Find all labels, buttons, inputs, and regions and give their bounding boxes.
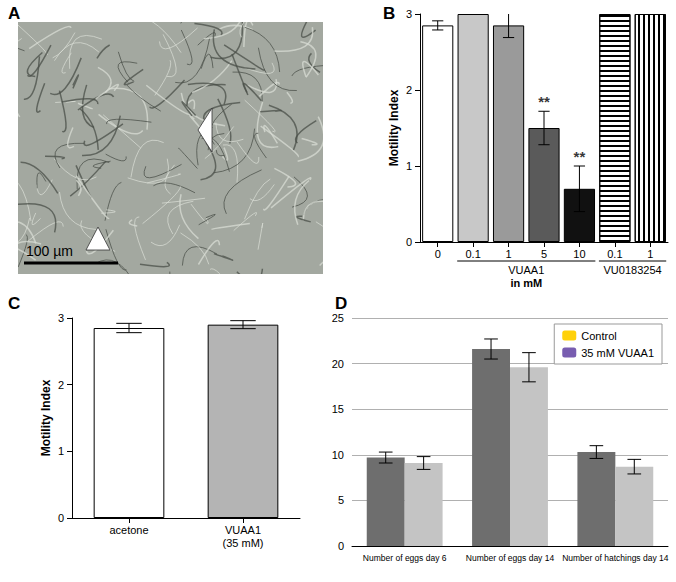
svg-text:C: C <box>8 294 20 313</box>
svg-text:0: 0 <box>406 236 412 248</box>
svg-text:1: 1 <box>58 445 64 457</box>
svg-text:D: D <box>335 294 347 313</box>
svg-text:25: 25 <box>332 312 344 324</box>
svg-text:10: 10 <box>573 248 585 260</box>
svg-text:0: 0 <box>338 540 344 552</box>
svg-text:**: ** <box>574 148 586 165</box>
svg-text:VUAA1: VUAA1 <box>225 524 261 536</box>
svg-text:(35 mM): (35 mM) <box>223 537 264 549</box>
svg-text:Motility Index: Motility Index <box>39 379 53 456</box>
svg-text:35 mM VUAA1: 35 mM VUAA1 <box>581 347 654 359</box>
svg-text:Control: Control <box>581 330 616 342</box>
svg-text:0.1: 0.1 <box>465 248 480 260</box>
svg-text:5: 5 <box>338 494 344 506</box>
svg-text:1: 1 <box>647 248 653 260</box>
svg-text:1: 1 <box>506 248 512 260</box>
svg-text:3: 3 <box>58 312 64 324</box>
svg-text:in mM: in mM <box>510 277 542 289</box>
svg-text:acetone: acetone <box>109 524 148 536</box>
svg-text:100 µm: 100 µm <box>26 243 73 259</box>
svg-text:A: A <box>8 4 20 23</box>
svg-text:1: 1 <box>406 160 412 172</box>
svg-text:Number of hatchings day 14: Number of hatchings day 14 <box>562 553 669 563</box>
svg-text:2: 2 <box>58 379 64 391</box>
svg-text:Number of eggs day 6: Number of eggs day 6 <box>363 553 447 563</box>
svg-text:20: 20 <box>332 358 344 370</box>
svg-text:5: 5 <box>541 248 547 260</box>
svg-text:3: 3 <box>406 8 412 20</box>
svg-text:VUAA1: VUAA1 <box>508 264 544 276</box>
svg-text:VU0183254: VU0183254 <box>604 264 662 276</box>
svg-text:0: 0 <box>435 248 441 260</box>
svg-text:2: 2 <box>406 84 412 96</box>
svg-text:**: ** <box>538 93 550 110</box>
svg-text:B: B <box>383 4 395 23</box>
svg-text:Number of eggs day 14: Number of eggs day 14 <box>466 553 555 563</box>
svg-text:15: 15 <box>332 403 344 415</box>
svg-text:0.1: 0.1 <box>607 248 622 260</box>
svg-text:0: 0 <box>58 512 64 524</box>
svg-text:10: 10 <box>332 449 344 461</box>
svg-text:Motility Index: Motility Index <box>387 89 401 166</box>
